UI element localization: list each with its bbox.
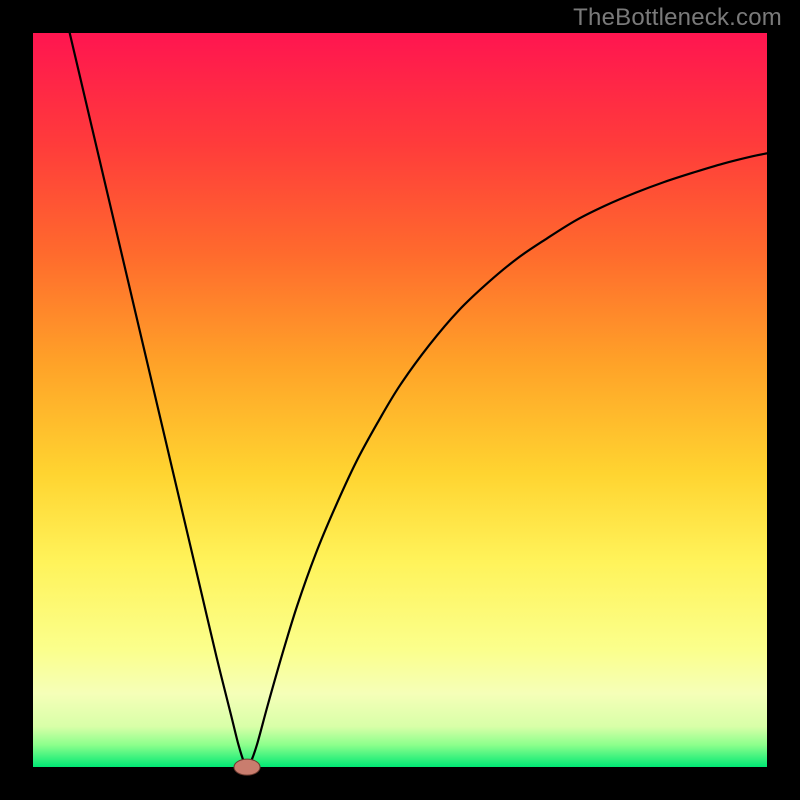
plot-area xyxy=(33,33,767,767)
chart-container: TheBottleneck.com xyxy=(0,0,800,800)
watermark-text: TheBottleneck.com xyxy=(573,4,782,32)
